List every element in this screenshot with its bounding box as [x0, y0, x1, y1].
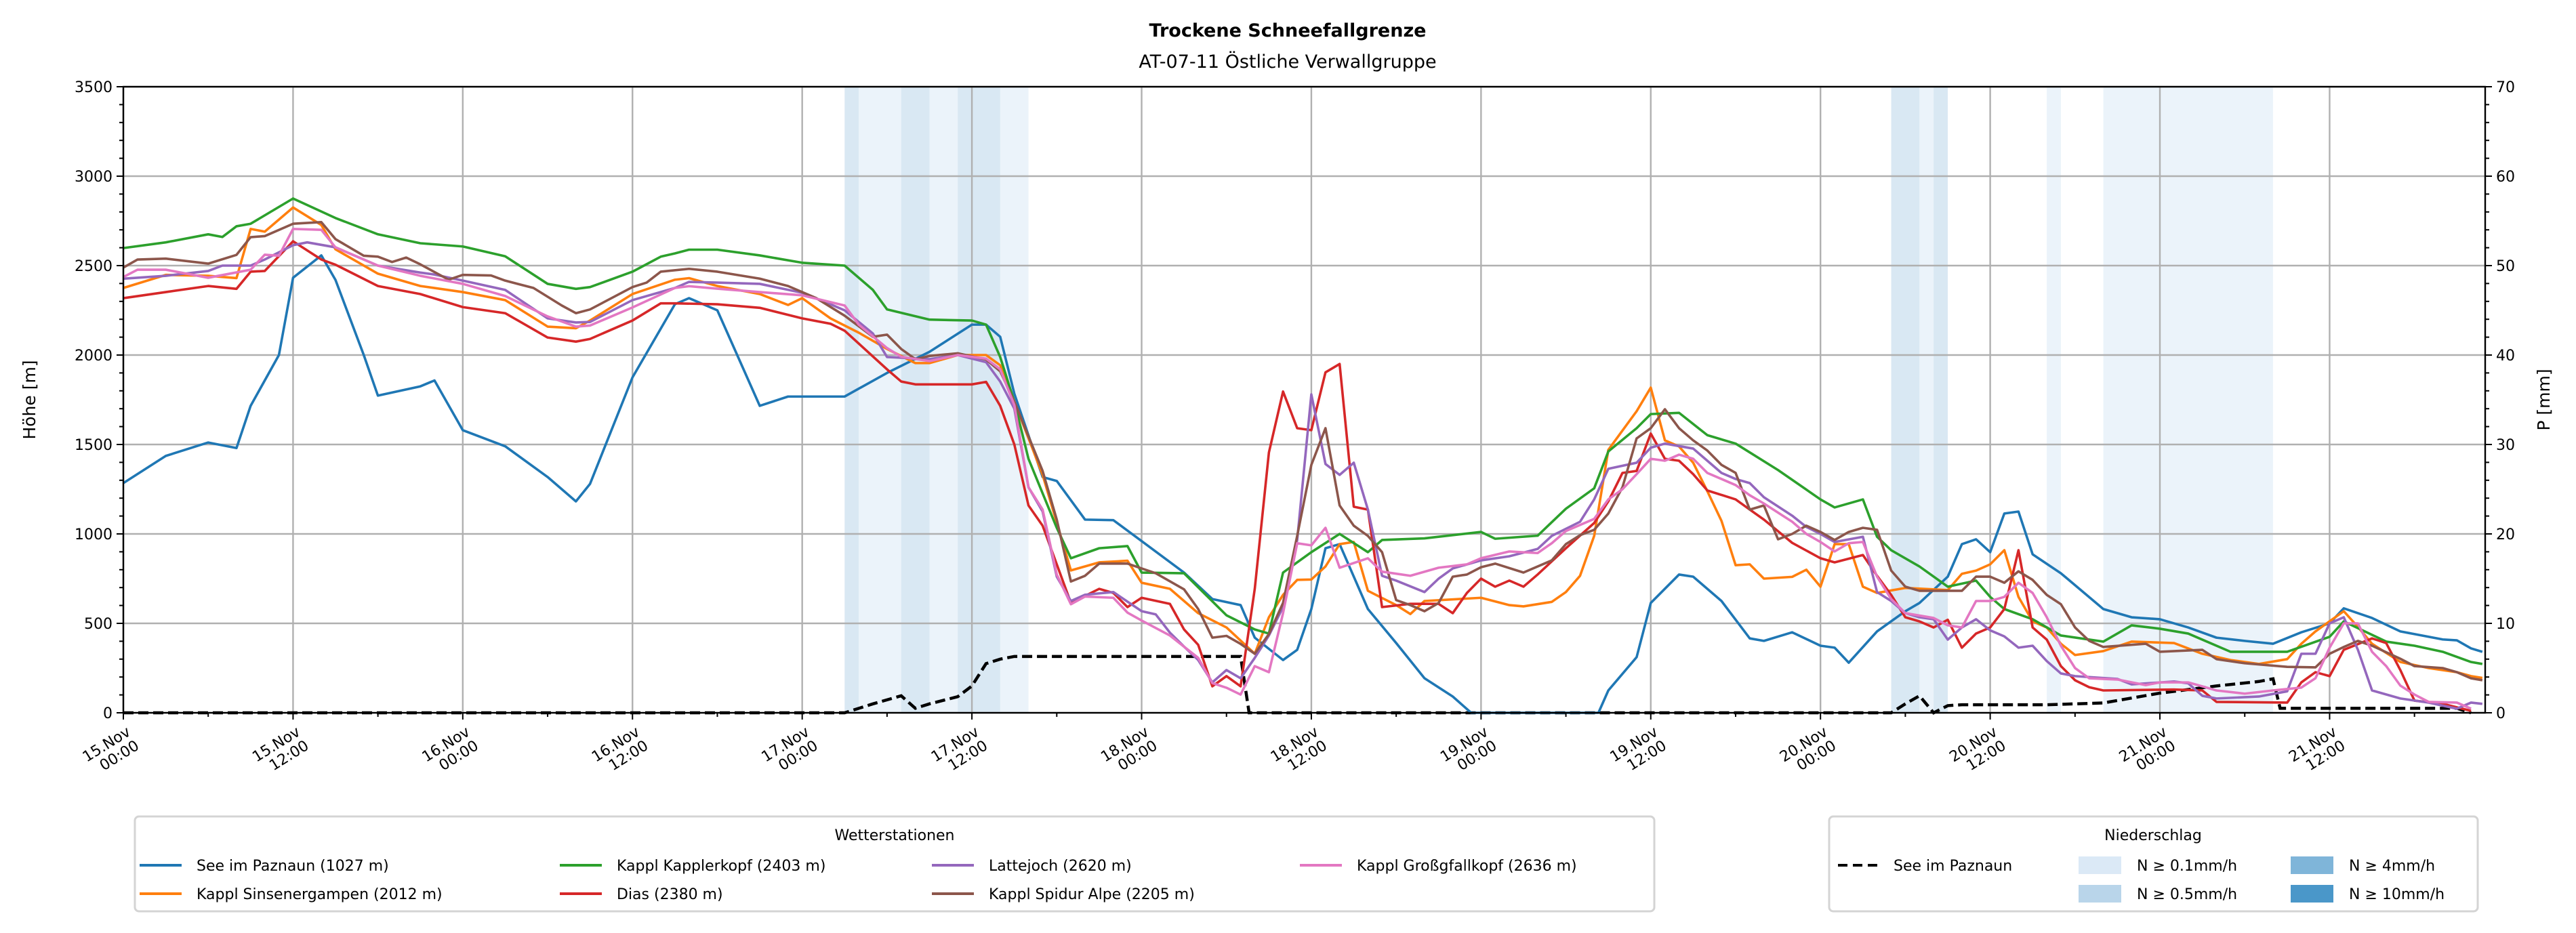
legend-precip-patch	[2079, 885, 2121, 903]
series-line	[123, 254, 2483, 714]
x-tick-label: 20.Nov12:00	[1946, 724, 2009, 780]
legend-precip-label: N ≥ 0.1mm/h	[2137, 858, 2237, 875]
chart-title: Trockene Schneefallgrenze	[1149, 20, 1427, 41]
legend-precip-label: N ≥ 0.5mm/h	[2137, 886, 2237, 903]
x-tick-label: 21.Nov12:00	[2286, 724, 2348, 780]
legend-precip-patch	[2291, 885, 2333, 903]
precip-band	[901, 87, 930, 713]
precip-line-see-im-paznaun	[123, 655, 2472, 715]
legend-precip-label: N ≥ 10mm/h	[2349, 886, 2445, 903]
x-tick-label: 15.Nov12:00	[249, 724, 312, 780]
y-tick-label: 1000	[75, 526, 113, 543]
legend-precip-line-label: See im Paznaun	[1894, 858, 2012, 875]
y-tick-label: 3500	[75, 79, 113, 96]
series-line	[123, 197, 2483, 665]
x-tick-label: 16.Nov00:00	[420, 724, 482, 780]
precip-band	[1919, 87, 1934, 713]
precip-band	[859, 87, 901, 713]
legend-station-label: Kappl Sinsenergampen (2012 m)	[197, 886, 443, 903]
y-tick-label: 1500	[75, 437, 113, 454]
x-tick-label: 18.Nov00:00	[1098, 724, 1160, 780]
y-axis-label: Höhe [m]	[20, 360, 39, 439]
legend-precip-label: N ≥ 4mm/h	[2349, 858, 2435, 875]
y-tick-label: 0	[103, 705, 113, 722]
precip-band	[2047, 87, 2061, 713]
precipitation-bands	[844, 87, 2273, 713]
y-tick-label: 2000	[75, 348, 113, 365]
legend-stations-frame	[134, 815, 1656, 913]
y2-axis-label: P [mm]	[2534, 369, 2554, 430]
series-line	[123, 240, 2472, 712]
legend-station-label: Kappl Großgfallkopf (2636 m)	[1357, 858, 1577, 875]
precip-band	[1891, 87, 1920, 713]
legend-precip-patch	[2291, 856, 2333, 874]
legend-station-label: Kappl Spidur Alpe (2205 m)	[989, 886, 1195, 903]
x-tick-label: 16.Nov12:00	[589, 724, 651, 780]
y-tick-label: 2500	[75, 258, 113, 275]
x-tick-label: 19.Nov12:00	[1608, 724, 1670, 780]
legend-station-label: Dias (2380 m)	[617, 886, 723, 903]
y2-tick-label: 70	[2496, 79, 2515, 96]
x-tick-label: 17.Nov12:00	[928, 724, 991, 780]
x-tick-label: 21.Nov00:00	[2117, 724, 2179, 780]
series-lines	[123, 197, 2483, 715]
x-tick-label: 15.Nov00:00	[80, 724, 142, 780]
series-line	[123, 228, 2472, 710]
y2-tick-label: 20	[2496, 526, 2515, 543]
chart-subtitle: AT-07-11 Östliche Verwallgruppe	[1139, 51, 1436, 72]
x-tick-label: 18.Nov12:00	[1268, 724, 1330, 780]
y2-tick-label: 50	[2496, 258, 2515, 275]
legend-stations: Wetterstationen See im Paznaun (1027 m) K…	[134, 815, 1656, 913]
legend-stations-title: Wetterstationen	[834, 827, 954, 844]
y2-tick-label: 0	[2496, 705, 2506, 722]
precip-band	[844, 87, 859, 713]
legend-station-label: See im Paznaun (1027 m)	[197, 858, 389, 875]
series-line	[123, 221, 2483, 682]
y2-tick-label: 30	[2496, 437, 2515, 454]
legend-station-label: Lattejoch (2620 m)	[989, 858, 1132, 875]
precip-band	[2103, 87, 2273, 713]
legend-precip-patch	[2079, 856, 2121, 874]
x-tick-label: 20.Nov00:00	[1777, 724, 1839, 780]
y2-tick-label: 60	[2496, 169, 2515, 186]
series-line	[123, 206, 2483, 680]
legend-precip: Niederschlag See im Paznaun N ≥ 0.1mm/h N…	[1828, 815, 2479, 913]
plot-frame	[122, 85, 2487, 714]
y-tick-label: 500	[84, 616, 113, 633]
legend-station-label: Kappl Kapplerkopf (2403 m)	[617, 858, 825, 875]
series-line	[123, 241, 2483, 710]
y-tick-label: 3000	[75, 169, 113, 186]
x-tick-label: 17.Nov00:00	[759, 724, 821, 780]
precip-band	[929, 87, 958, 713]
y2-tick-label: 40	[2496, 348, 2515, 365]
legend-precip-title: Niederschlag	[2104, 827, 2202, 844]
y2-tick-label: 10	[2496, 616, 2515, 633]
precip-band	[1934, 87, 1948, 713]
x-tick-label: 19.Nov00:00	[1437, 724, 1500, 780]
precip-band	[958, 87, 1000, 713]
